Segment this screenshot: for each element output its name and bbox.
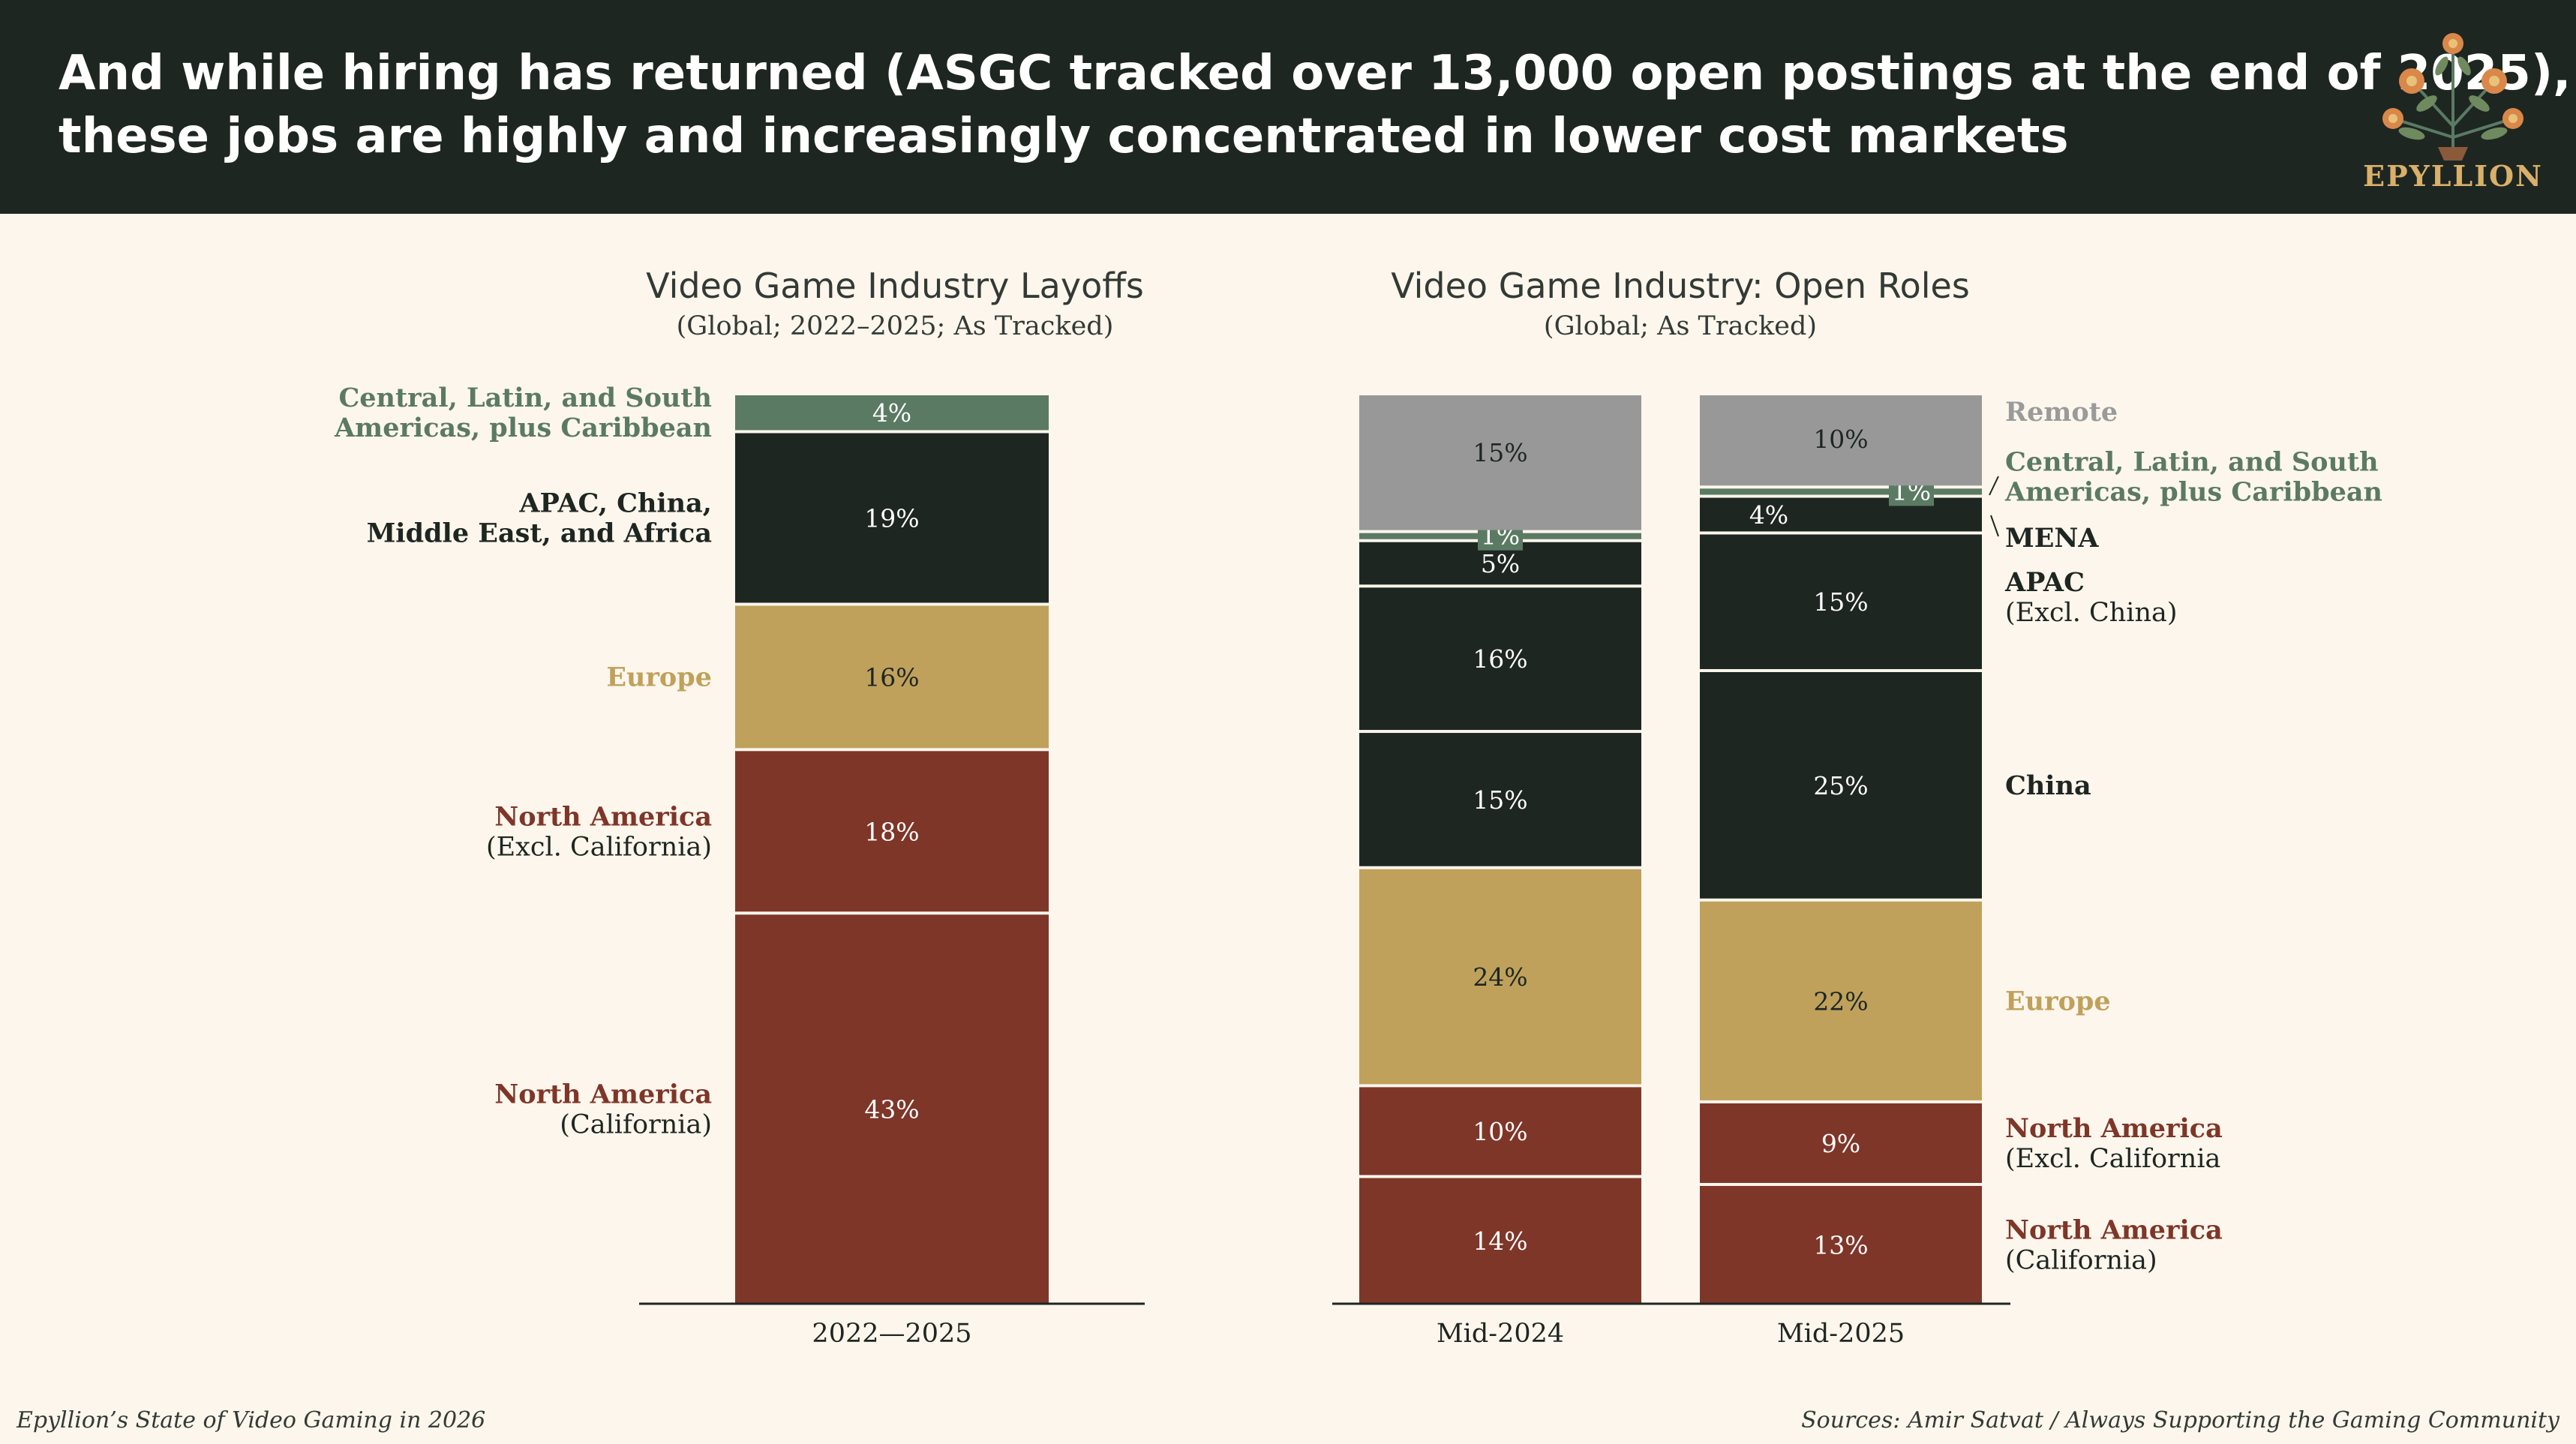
layoffs-bar-na_excl <box>735 751 1049 912</box>
layoffs-value-latam: 4% <box>872 398 911 428</box>
layoffs-legend-latam: Central, Latin, and South <box>338 383 712 413</box>
open-roles-value-china-1: 15% <box>1473 785 1527 815</box>
layoffs-chart: 43% 18% 16% 19% 4% 2022—2025 Central, Latin, a… <box>334 383 1145 1349</box>
open-roles-bar-na_cal-1 <box>1359 1178 1641 1304</box>
open-roles-leader-latam <box>1989 476 1999 496</box>
open-roles-value-mena-1: 5% <box>1481 549 1520 578</box>
layoffs-chart-subtitle: (Global; 2022–2025; As Tracked) <box>677 311 1114 341</box>
open-roles-legend-remote: Remote <box>2005 397 2118 428</box>
open-roles-value-na_excl-1: 10% <box>1473 1117 1527 1146</box>
open-roles-category-label-1: Mid-2024 <box>1437 1319 1564 1349</box>
layoffs-category-label: 2022—2025 <box>812 1319 971 1349</box>
layoffs-legend-latam: Americas, plus Caribbean <box>334 413 712 443</box>
open-roles-category-label-2: Mid-2025 <box>1777 1319 1905 1349</box>
layoffs-legend-apac_mea: Middle East, and Africa <box>367 518 712 548</box>
charts-area: Video Game Industry Layoffs (Global; 202… <box>334 266 2382 1349</box>
open-roles-value-apac-1: 16% <box>1473 644 1527 674</box>
open-roles-bar-na_excl-2 <box>1700 1103 1982 1183</box>
open-roles-legend-apac: APAC <box>2004 567 2085 598</box>
open-roles-value-na_cal-2: 13% <box>1813 1230 1868 1259</box>
open-roles-bar-china-2 <box>1700 671 1982 899</box>
open-roles-value-remote-1: 15% <box>1473 438 1527 467</box>
open-roles-bar-na_cal-2 <box>1700 1185 1982 1304</box>
open-roles-bar-remote-2 <box>1700 395 1982 486</box>
open-roles-legend-europe: Europe <box>2005 986 2111 1016</box>
open-roles-legend-na_excl: North America <box>2005 1113 2223 1144</box>
open-roles-bar-europe-1 <box>1359 869 1641 1085</box>
open-roles-bar-europe-2 <box>1700 901 1982 1100</box>
open-roles-value-na_excl-2: 9% <box>1821 1129 1860 1158</box>
open-roles-legend-china: China <box>2005 770 2091 801</box>
open-roles-bar-china-1 <box>1359 733 1641 866</box>
layoffs-legend-na_cal: North America <box>494 1079 712 1110</box>
layoffs-bar-europe <box>735 605 1049 749</box>
page-title-line-1: And while hiring has returned (ASGC trac… <box>59 46 2571 101</box>
open-roles-value-china-2: 25% <box>1813 771 1868 800</box>
flower-bouquet-icon <box>2382 33 2523 161</box>
open-roles-value-remote-2: 10% <box>1813 425 1868 454</box>
open-roles-value-europe-2: 22% <box>1813 986 1868 1016</box>
footer-sources: Sources: Amir Satvat / Always Supporting… <box>1801 1407 2559 1433</box>
open-roles-bar-mena-2 <box>1700 497 1982 532</box>
open-roles-chart: 14%10%24%15%16%5%1%15%Mid-202413%9%22%25… <box>1332 395 2382 1349</box>
open-roles-chart-title: Video Game Industry: Open Roles <box>1391 266 1970 306</box>
logo-wordmark: EPYLLION <box>2363 159 2543 193</box>
open-roles-value-apac-2: 15% <box>1813 587 1868 617</box>
footer-report-name: Epyllion’s State of Video Gaming in 2026 <box>17 1407 486 1433</box>
open-roles-bar-apac-1 <box>1359 587 1641 731</box>
open-roles-value-mena-2: 4% <box>1749 500 1788 530</box>
page-title-line-2: these jobs are highly and increasingly c… <box>59 109 2069 164</box>
open-roles-leader-mena <box>1990 515 1999 537</box>
open-roles-legend-mena: MENA <box>2005 523 2099 554</box>
open-roles-value-na_cal-1: 14% <box>1473 1226 1527 1256</box>
open-roles-bar-na_excl-1 <box>1359 1087 1641 1175</box>
open-roles-bar-remote-1 <box>1359 395 1641 530</box>
layoffs-value-europe: 16% <box>864 662 919 692</box>
layoffs-chart-title: Video Game Industry Layoffs <box>646 266 1144 306</box>
layoffs-legend-apac_mea: APAC, China, <box>518 488 712 518</box>
layoffs-bar-latam <box>735 395 1049 431</box>
layoffs-legend-europe: Europe <box>606 662 712 692</box>
open-roles-legend-latam: Americas, plus Caribbean <box>2004 476 2382 507</box>
open-roles-bar-apac-2 <box>1700 534 1982 669</box>
open-roles-bar-latam-2 <box>1700 488 1982 495</box>
layoffs-legend-na_excl: North America <box>494 801 712 832</box>
open-roles-value-europe-1: 24% <box>1473 962 1527 992</box>
open-roles-legend-na_excl: (Excl. California <box>2005 1144 2220 1174</box>
open-roles-legend-na_cal: (California) <box>2005 1245 2157 1275</box>
open-roles-legend-na_cal: North America <box>2005 1214 2223 1245</box>
layoffs-value-na_excl: 18% <box>864 817 919 846</box>
layoffs-bar-apac_mea <box>735 433 1049 603</box>
layoffs-bar-na_cal <box>735 914 1049 1304</box>
header-banner: And while hiring has returned (ASGC trac… <box>0 0 2576 214</box>
open-roles-legend-latam: Central, Latin, and South <box>2005 446 2379 477</box>
open-roles-legend-apac: (Excl. China) <box>2005 598 2178 628</box>
layoffs-value-na_cal: 43% <box>864 1095 919 1124</box>
layoffs-legend-na_cal: (California) <box>560 1110 712 1140</box>
open-roles-chart-subtitle: (Global; As Tracked) <box>1544 311 1817 341</box>
layoffs-legend-na_excl: (Excl. California) <box>486 832 712 862</box>
layoffs-value-apac_mea: 19% <box>864 503 919 533</box>
